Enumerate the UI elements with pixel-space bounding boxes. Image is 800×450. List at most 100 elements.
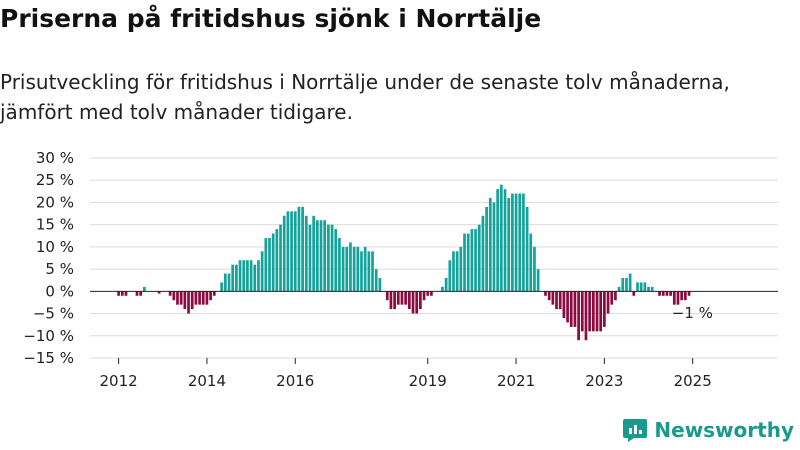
- bar[interactable]: [176, 291, 179, 305]
- bar[interactable]: [223, 273, 227, 292]
- bar[interactable]: [315, 220, 319, 292]
- bar[interactable]: [209, 291, 212, 301]
- bar[interactable]: [235, 264, 238, 292]
- bar[interactable]: [290, 211, 293, 292]
- bar[interactable]: [606, 291, 610, 314]
- bar[interactable]: [533, 246, 536, 292]
- bar[interactable]: [444, 278, 448, 292]
- bar[interactable]: [319, 220, 323, 292]
- bar[interactable]: [143, 286, 146, 292]
- bar[interactable]: [522, 193, 525, 292]
- bar[interactable]: [669, 291, 672, 296]
- bar[interactable]: [312, 215, 315, 292]
- bar[interactable]: [135, 291, 139, 296]
- bar[interactable]: [665, 291, 669, 296]
- bar[interactable]: [562, 291, 566, 318]
- bar[interactable]: [201, 291, 205, 305]
- bar[interactable]: [496, 189, 499, 292]
- bar[interactable]: [246, 260, 249, 292]
- bar[interactable]: [117, 291, 120, 296]
- bar[interactable]: [411, 291, 415, 314]
- bar[interactable]: [187, 291, 190, 314]
- bar[interactable]: [463, 233, 466, 292]
- bar[interactable]: [275, 229, 279, 292]
- bar[interactable]: [529, 233, 533, 292]
- bar[interactable]: [367, 251, 371, 292]
- bar[interactable]: [455, 251, 459, 292]
- bar[interactable]: [584, 291, 588, 341]
- bar[interactable]: [632, 291, 636, 296]
- bar[interactable]: [676, 291, 680, 305]
- bar[interactable]: [308, 224, 312, 292]
- bar[interactable]: [580, 291, 584, 332]
- bar[interactable]: [345, 246, 349, 292]
- bar[interactable]: [330, 224, 334, 292]
- bar[interactable]: [430, 291, 433, 296]
- bar[interactable]: [647, 286, 650, 292]
- bar[interactable]: [389, 291, 393, 310]
- bar[interactable]: [661, 291, 665, 296]
- bar[interactable]: [282, 215, 286, 292]
- bar[interactable]: [400, 291, 404, 305]
- bar[interactable]: [603, 291, 606, 327]
- bar[interactable]: [168, 291, 172, 296]
- bar[interactable]: [349, 242, 352, 292]
- bar[interactable]: [536, 269, 540, 292]
- bar[interactable]: [588, 291, 591, 332]
- bar[interactable]: [360, 251, 363, 292]
- bar[interactable]: [393, 291, 396, 310]
- bar[interactable]: [544, 291, 547, 296]
- bar[interactable]: [687, 291, 691, 296]
- bar[interactable]: [514, 193, 518, 292]
- bar[interactable]: [227, 273, 231, 292]
- bar[interactable]: [179, 291, 183, 305]
- bar[interactable]: [625, 278, 628, 292]
- bar[interactable]: [396, 291, 400, 305]
- bar[interactable]: [172, 291, 176, 301]
- bar[interactable]: [407, 291, 411, 310]
- bar[interactable]: [599, 291, 603, 332]
- bar[interactable]: [139, 291, 143, 296]
- bar[interactable]: [205, 291, 209, 305]
- bar[interactable]: [374, 269, 378, 292]
- bar[interactable]: [492, 202, 496, 292]
- bar[interactable]: [488, 198, 492, 292]
- bar[interactable]: [680, 291, 683, 301]
- bar[interactable]: [650, 286, 654, 292]
- bar[interactable]: [264, 238, 268, 292]
- bar[interactable]: [378, 278, 382, 292]
- bar[interactable]: [286, 211, 290, 292]
- bar[interactable]: [183, 291, 187, 310]
- bar[interactable]: [124, 291, 128, 296]
- bar[interactable]: [643, 282, 647, 292]
- bar[interactable]: [518, 193, 522, 292]
- bar[interactable]: [323, 220, 327, 292]
- bar[interactable]: [610, 291, 614, 305]
- bar[interactable]: [334, 229, 338, 292]
- bar[interactable]: [551, 291, 555, 305]
- bar[interactable]: [499, 184, 503, 292]
- bar[interactable]: [426, 291, 430, 296]
- bar[interactable]: [363, 246, 367, 292]
- bar[interactable]: [658, 291, 661, 296]
- bar[interactable]: [268, 238, 271, 292]
- bar[interactable]: [481, 215, 485, 292]
- bar[interactable]: [547, 291, 551, 301]
- bar[interactable]: [404, 291, 407, 305]
- bar[interactable]: [338, 238, 341, 292]
- bar[interactable]: [672, 291, 676, 305]
- bar[interactable]: [448, 260, 452, 292]
- bar[interactable]: [507, 198, 511, 292]
- bar[interactable]: [293, 211, 297, 292]
- bar[interactable]: [639, 282, 643, 292]
- bar[interactable]: [459, 246, 463, 292]
- bar[interactable]: [260, 251, 264, 292]
- newsworthy-logo[interactable]: Newsworthy: [622, 417, 794, 443]
- bar[interactable]: [628, 273, 632, 292]
- bar[interactable]: [477, 224, 481, 292]
- bar[interactable]: [452, 251, 455, 292]
- bar[interactable]: [503, 189, 507, 292]
- bar[interactable]: [242, 260, 246, 292]
- bar[interactable]: [220, 282, 223, 292]
- bar[interactable]: [304, 215, 308, 292]
